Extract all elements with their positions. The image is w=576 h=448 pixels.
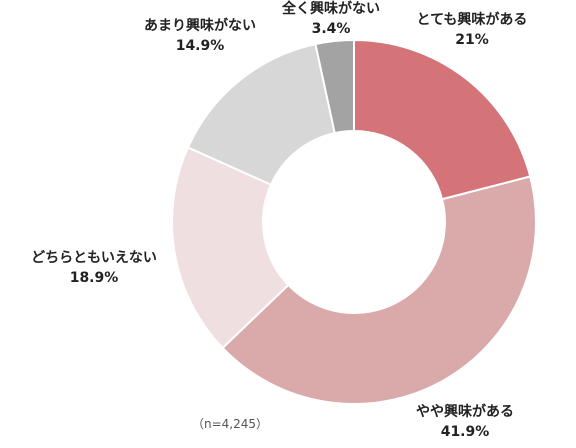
slice-0 bbox=[353, 38, 532, 201]
slice-label-3: あまり興味がない bbox=[144, 17, 256, 34]
slice-2 bbox=[171, 146, 290, 350]
slice-labels: とても興味がある 21% やや興味がある 41.9% どちらともいえない 18.9% あまり… bbox=[31, 0, 527, 440]
slice-value-1: 41.9% bbox=[441, 424, 490, 440]
slice-4 bbox=[314, 38, 355, 135]
slice-value-2: 18.9% bbox=[70, 270, 119, 286]
slice-value-4: 3.4% bbox=[312, 21, 351, 37]
donut-slices bbox=[171, 38, 537, 405]
slice-value-0: 21% bbox=[455, 32, 489, 48]
slice-label-2: どちらともいえない bbox=[31, 250, 157, 266]
slice-1 bbox=[221, 175, 537, 405]
sample-size-note: （n=4,245） bbox=[192, 417, 268, 431]
slice-3 bbox=[186, 42, 336, 187]
slice-label-1: やや興味がある bbox=[416, 403, 514, 420]
slice-label-4: 全く興味がない bbox=[281, 0, 380, 17]
slice-value-3: 14.9% bbox=[176, 38, 225, 54]
slice-label-0: とても興味がある bbox=[417, 11, 528, 28]
